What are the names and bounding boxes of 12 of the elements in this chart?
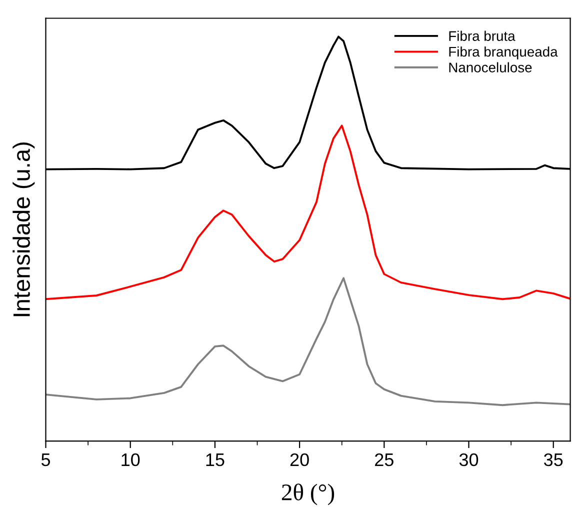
- legend-label: Fibra branqueada: [449, 46, 558, 60]
- x-tick-label: 10: [122, 453, 140, 466]
- x-axis-title: 2θ (°): [282, 484, 334, 506]
- y-axis-title: Intensidade (u.a): [12, 142, 35, 316]
- x-tick-label: 30: [459, 453, 478, 466]
- legend-label: Nanocelulose: [449, 62, 532, 72]
- x-tick-label: 5: [41, 454, 50, 466]
- x-tick-label: 25: [375, 453, 394, 466]
- legend-label: Fibra bruta: [449, 30, 516, 41]
- x-tick-label: 35: [544, 453, 563, 466]
- x-tick-label: 15: [206, 454, 224, 466]
- x-tick-label: 20: [290, 453, 309, 466]
